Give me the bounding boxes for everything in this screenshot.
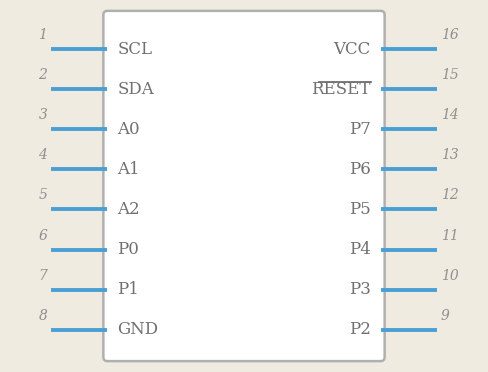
- Text: 7: 7: [39, 269, 47, 283]
- FancyBboxPatch shape: [103, 11, 385, 361]
- Text: P2: P2: [349, 321, 371, 338]
- Text: SDA: SDA: [117, 81, 154, 98]
- Text: 3: 3: [39, 108, 47, 122]
- Text: 1: 1: [39, 28, 47, 42]
- Text: SCL: SCL: [117, 41, 152, 58]
- Text: P3: P3: [349, 281, 371, 298]
- Text: 15: 15: [441, 68, 459, 82]
- Text: VCC: VCC: [333, 41, 371, 58]
- Text: 8: 8: [39, 309, 47, 323]
- Text: 5: 5: [39, 189, 47, 202]
- Text: 4: 4: [39, 148, 47, 162]
- Text: 9: 9: [441, 309, 449, 323]
- Text: 6: 6: [39, 228, 47, 243]
- Text: 2: 2: [39, 68, 47, 82]
- Text: P6: P6: [349, 161, 371, 178]
- Text: P5: P5: [349, 201, 371, 218]
- Text: 16: 16: [441, 28, 459, 42]
- Text: 12: 12: [441, 189, 459, 202]
- Text: A0: A0: [117, 121, 140, 138]
- Text: GND: GND: [117, 321, 159, 338]
- Text: A1: A1: [117, 161, 140, 178]
- Text: P4: P4: [349, 241, 371, 258]
- Text: P7: P7: [349, 121, 371, 138]
- Text: 11: 11: [441, 228, 459, 243]
- Text: 13: 13: [441, 148, 459, 162]
- Text: 10: 10: [441, 269, 459, 283]
- Text: P0: P0: [117, 241, 139, 258]
- Text: RESET: RESET: [311, 81, 371, 98]
- Text: P1: P1: [117, 281, 139, 298]
- Text: A2: A2: [117, 201, 140, 218]
- Text: 14: 14: [441, 108, 459, 122]
